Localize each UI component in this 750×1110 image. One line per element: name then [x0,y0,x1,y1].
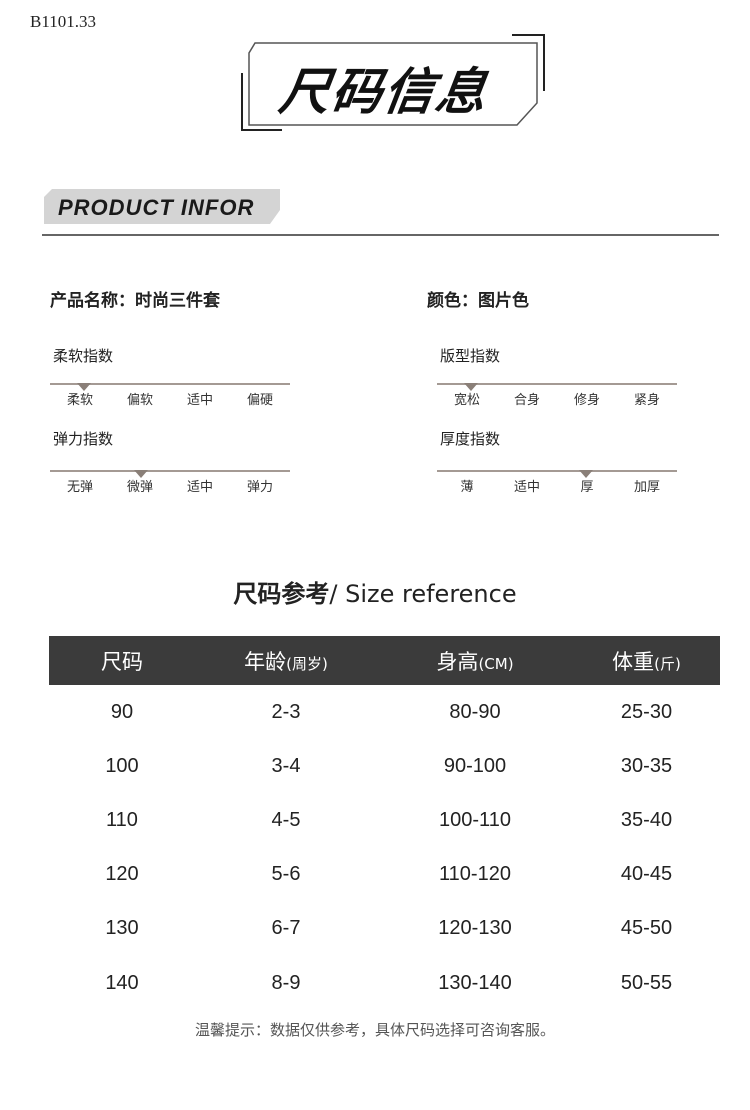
scale-option: 微弹 [126,480,153,495]
scale-option: 弹力 [246,480,273,495]
triangle-marker-icon [463,383,478,391]
divider [42,234,719,236]
scale-option: 适中 [186,393,213,408]
table-cell: 45-50 [620,917,673,940]
scale-option: 紧身 [633,393,660,408]
scale-option: 柔软 [66,393,93,408]
index-scale: 薄 适中 厚 加厚 [437,470,677,500]
table-cell: 50-55 [620,971,673,994]
triangle-marker-icon [76,383,91,391]
banner-bg [44,189,280,224]
scale-option: 宽松 [453,393,480,408]
scale-option: 适中 [513,480,540,495]
scale-option: 合身 [513,393,540,408]
scale-option: 适中 [186,480,213,495]
heading-cn: 尺码参考 [233,580,330,608]
table-cell: 140 [105,971,139,994]
table-cell: 30-35 [620,754,673,777]
header-size: 尺码 [101,649,143,674]
table-cell: 3-4 [271,754,301,777]
scale-option: 薄 [460,480,474,495]
size-table: 尺码 年龄(周岁) 身高(CM) 体重(斤) 90 2-3 80-90 25-30 10… [49,636,720,1010]
table-row: 90 2-3 80-90 25-30 [49,685,720,739]
product-color: 颜色：图片色 [427,286,529,311]
footnote: 温馨提示：数据仅供参考，具体尺码选择可咨询客服。 [194,1021,555,1039]
index-title: 版型指数 [440,347,501,365]
table-cell: 100 [105,754,139,777]
header-weight: 体重(斤) [612,649,681,674]
triangle-marker-icon [578,470,593,478]
table-row: 140 8-9 130-140 50-55 [49,956,720,1010]
table-cell: 35-40 [620,808,673,831]
table-cell: 110 [106,808,138,831]
index-title: 柔软指数 [53,347,114,365]
index-title: 厚度指数 [440,430,501,448]
table-row: 110 4-5 100-110 35-40 [49,793,720,847]
table-cell: 4-5 [271,808,301,831]
scale-line [50,470,290,472]
table-cell: 100-110 [439,808,511,831]
name-label: 产品名称： [50,291,135,311]
scale-option: 偏硬 [246,393,273,408]
table-cell: 90-100 [443,754,507,777]
scale-line [437,383,677,385]
table-cell: 8-9 [271,971,301,994]
table-header: 尺码 年龄(周岁) 身高(CM) 体重(斤) [49,636,720,685]
scale-option: 无弹 [66,480,93,495]
table-row: 100 3-4 90-100 30-35 [49,739,720,793]
index-scale: 柔软 偏软 适中 偏硬 [50,383,290,413]
header-height: 身高(CM) [436,649,514,674]
table-cell: 130 [105,917,139,940]
table-cell: 130-140 [438,971,512,994]
color-label: 颜色： [427,291,478,311]
heading-sep: / [329,580,346,608]
table-cell: 25-30 [620,700,673,723]
heading-en: Size reference [345,580,517,608]
index-scale: 无弹 微弹 适中 弹力 [50,470,290,500]
scale-option: 偏软 [126,393,153,408]
page-title: 尺码信息 [275,63,493,121]
scale-option: 修身 [573,393,600,408]
table-cell: 110-120 [439,863,511,886]
scale-option: 加厚 [633,480,660,495]
table-cell: 80-90 [449,700,501,723]
table-cell: 120-130 [438,917,512,940]
scale-option: 厚 [580,480,594,495]
color-value: 图片色 [478,291,529,311]
table-cell: 2-3 [271,700,301,723]
table-row: 120 5-6 110-120 40-45 [49,848,720,902]
table-cell: 5-6 [271,863,301,886]
product-name: 产品名称：时尚三件套 [50,286,220,311]
table-cell: 40-45 [620,863,673,886]
table-cell: 6-7 [271,917,301,940]
index-title: 弹力指数 [53,430,114,448]
table-row: 130 6-7 120-130 45-50 [49,902,720,956]
triangle-marker-icon [134,470,149,478]
name-value: 时尚三件套 [135,291,220,311]
table-cell: 120 [105,863,139,886]
product-code: B1101.33 [30,12,96,31]
size-reference-heading: 尺码参考/ Size reference [0,574,750,609]
title-frame [241,34,545,131]
table-cell: 90 [110,700,134,723]
scale-line [437,470,677,472]
header-age: 年龄(周岁) [244,649,328,674]
scale-line [50,383,290,385]
banner-text: PRODUCT INFOR [58,195,255,220]
index-scale: 宽松 合身 修身 紧身 [437,383,677,413]
